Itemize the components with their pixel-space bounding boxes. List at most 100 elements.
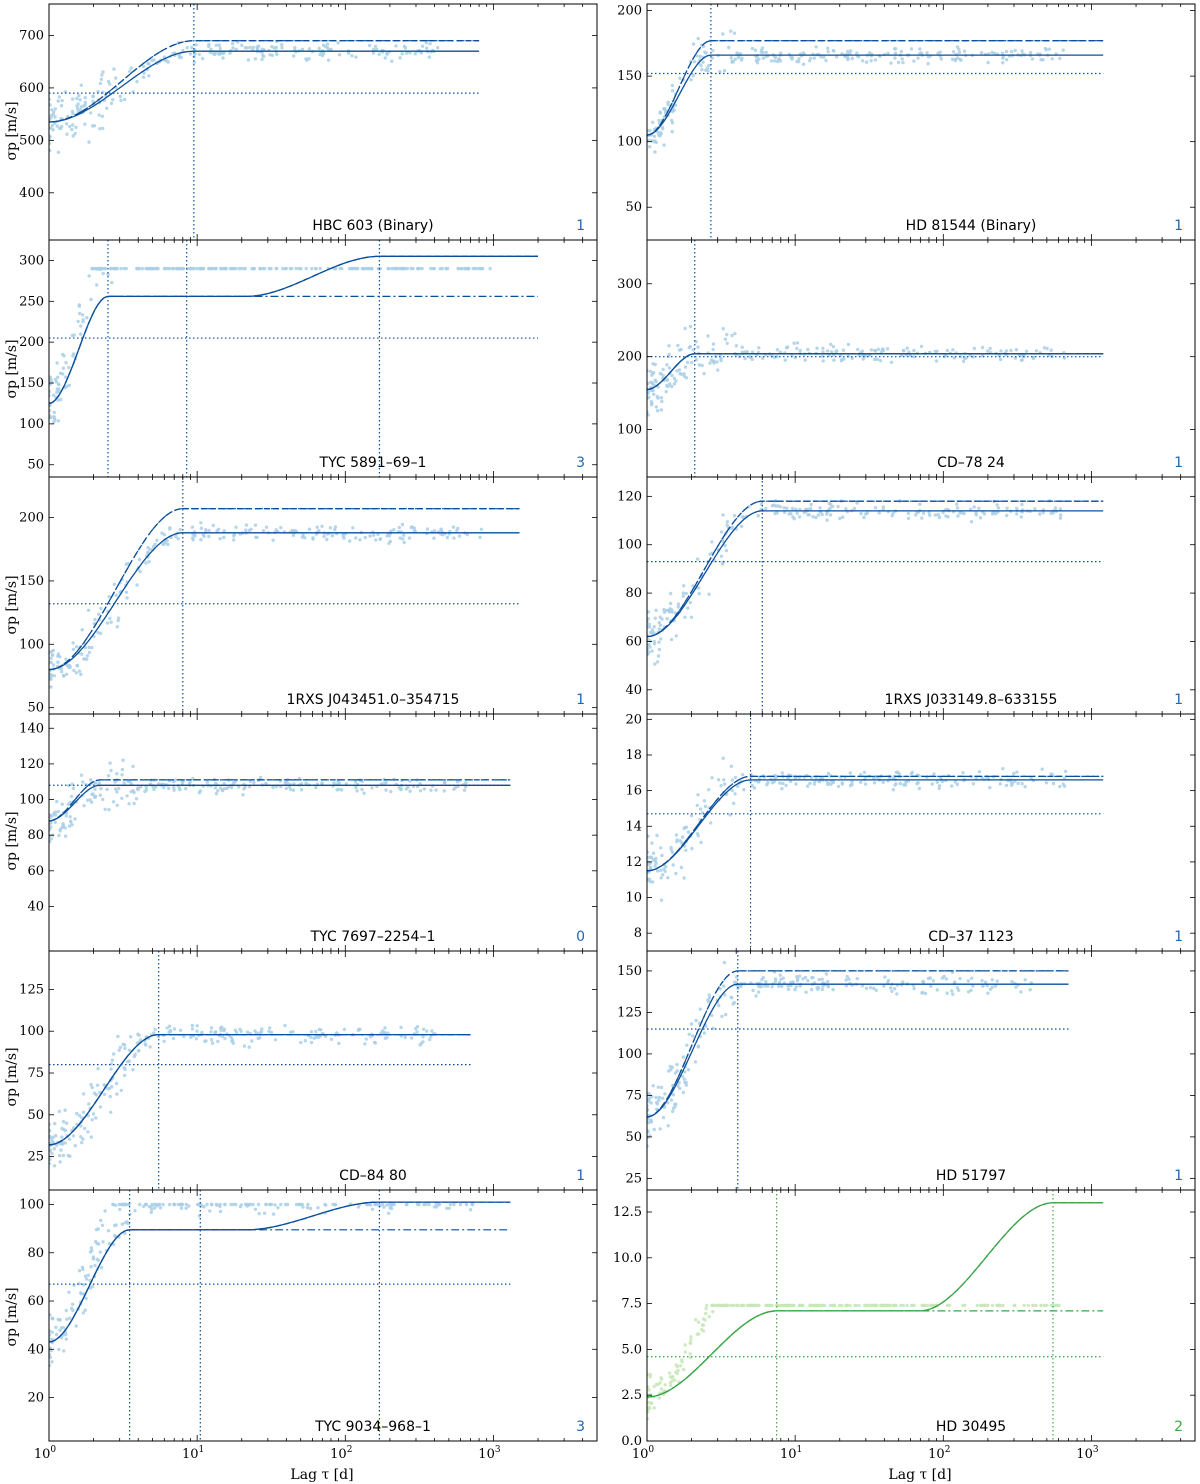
- data-point: [654, 380, 658, 384]
- data-point: [299, 1040, 303, 1045]
- data-point: [852, 506, 857, 511]
- panel-frame: [48, 713, 598, 952]
- data-point: [468, 1208, 473, 1212]
- data-point: [757, 346, 761, 350]
- data-point: [77, 1113, 82, 1118]
- data-point: [335, 788, 339, 792]
- data-point: [144, 788, 149, 792]
- y-tick-label: 300: [19, 253, 44, 268]
- data-point: [906, 511, 911, 516]
- data-point: [669, 1383, 673, 1388]
- data-point: [794, 782, 798, 786]
- data-point: [648, 369, 653, 374]
- data-point: [656, 385, 660, 389]
- data-point: [1045, 346, 1049, 351]
- data-point: [692, 60, 697, 64]
- data-point: [893, 783, 897, 787]
- data-point: [365, 1202, 369, 1207]
- data-point: [326, 58, 331, 62]
- data-point: [155, 538, 159, 542]
- data-point: [387, 534, 392, 538]
- data-point: [753, 48, 758, 52]
- data-point: [56, 398, 60, 402]
- data-point: [937, 784, 942, 788]
- data-point: [722, 960, 727, 965]
- data-point: [797, 974, 802, 978]
- y-tick-label: 14: [625, 819, 642, 834]
- data-point: [1020, 49, 1024, 53]
- data-point: [990, 978, 994, 982]
- data-point: [97, 113, 101, 117]
- data-point: [673, 1071, 678, 1075]
- data-point: [185, 46, 189, 50]
- data-point: [98, 127, 102, 131]
- data-point: [52, 410, 56, 415]
- data-point: [690, 360, 694, 365]
- data-point: [60, 98, 64, 103]
- data-point: [899, 1303, 903, 1308]
- data-point: [861, 357, 865, 361]
- data-point: [218, 46, 222, 51]
- data-point: [391, 1202, 395, 1207]
- data-point: [657, 1098, 661, 1103]
- data-point: [397, 266, 401, 271]
- data-point: [50, 108, 54, 112]
- data-point: [831, 779, 835, 784]
- data-point: [658, 623, 663, 627]
- data-point: [230, 266, 235, 271]
- dashdot-curve: [647, 353, 1104, 391]
- data-point: [872, 986, 876, 991]
- y-axis-label: σp [m/s]: [4, 575, 20, 634]
- data-point: [394, 266, 399, 271]
- data-point: [684, 848, 688, 852]
- data-point: [970, 976, 974, 980]
- data-point: [652, 1406, 656, 1410]
- data-point: [129, 66, 133, 70]
- data-point: [834, 350, 838, 354]
- data-point: [50, 123, 54, 128]
- data-point: [362, 791, 366, 795]
- data-point: [821, 350, 825, 354]
- data-point: [1041, 510, 1045, 515]
- data-point: [210, 266, 214, 271]
- data-point: [107, 808, 111, 812]
- panel-frame: [48, 1189, 598, 1442]
- data-point: [172, 1202, 177, 1207]
- data-point: [808, 506, 813, 511]
- data-point: [184, 1202, 188, 1207]
- data-point: [1009, 49, 1014, 54]
- data-point: [654, 608, 658, 612]
- data-point: [893, 56, 897, 60]
- data-point: [988, 785, 992, 790]
- data-point: [891, 511, 895, 516]
- data-point: [127, 802, 131, 806]
- data-point: [812, 56, 816, 60]
- data-point: [49, 660, 53, 665]
- data-point: [864, 60, 869, 64]
- data-point: [377, 52, 381, 56]
- data-point: [81, 1110, 86, 1115]
- data-point: [243, 266, 247, 271]
- data-point: [784, 783, 788, 788]
- data-point: [142, 71, 146, 75]
- data-point: [70, 823, 74, 827]
- data-point: [119, 1088, 124, 1093]
- data-point: [74, 671, 79, 675]
- data-point: [199, 521, 203, 525]
- data-point: [57, 389, 61, 394]
- data-point: [1019, 358, 1024, 362]
- data-point: [647, 128, 650, 133]
- data-point: [237, 266, 241, 271]
- data-point: [836, 784, 841, 789]
- data-point: [988, 346, 992, 351]
- data-point: [251, 1202, 255, 1207]
- data-point: [76, 319, 80, 324]
- data-point: [153, 542, 157, 546]
- data-point: [357, 1027, 361, 1032]
- data-point: [672, 382, 677, 386]
- data-point: [687, 1032, 691, 1037]
- data-point: [668, 382, 672, 386]
- data-point: [268, 53, 272, 57]
- data-point: [232, 534, 236, 538]
